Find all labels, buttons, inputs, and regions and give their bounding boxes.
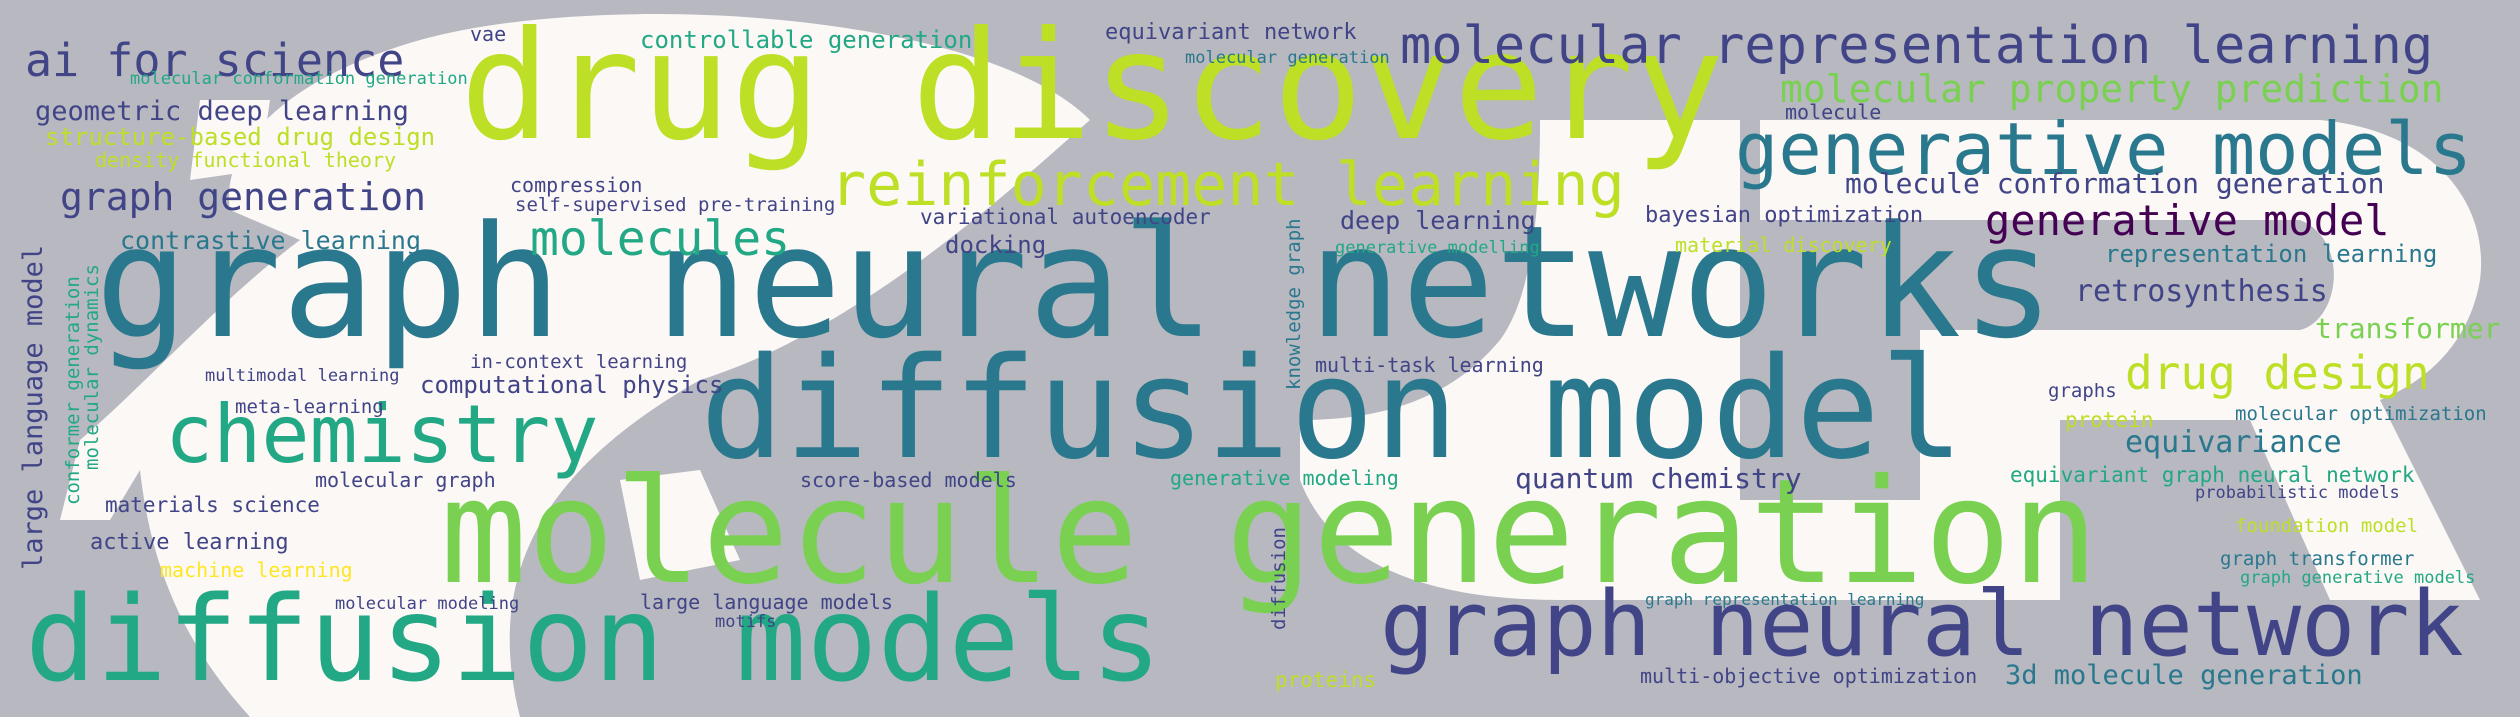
word-proteins: proteins [1275,668,1377,692]
word-retrosynthesis: retrosynthesis [2075,274,2328,309]
word-generative-modeling: generative modeling [1170,466,1399,490]
word-molecules: molecules [530,211,791,267]
word-graph-generative-models: graph generative models [2240,568,2476,588]
word-chemistry: chemistry [165,388,599,481]
word-reinforcement-learning: reinforcement learning [830,150,1625,220]
word-equivariant-graph-neural-network: equivariant graph neural network [2010,463,2415,487]
word-molecular-optimization: molecular optimization [2235,403,2487,425]
word-molecular-modeling: molecular modeling [335,594,520,614]
word-diffusion-models: diffusion models [25,570,1162,708]
word-quantum-chemistry: quantum chemistry [1515,462,1802,495]
word-molecule-generation: molecule generation [440,448,2099,617]
word-molecule-conformation-generation: molecule conformation generation [1845,167,2385,200]
word-generative-models: generative models [1735,107,2472,191]
word-generative-model: generative model [1985,196,2390,245]
word-multimodal-learning: multimodal learning [205,366,400,386]
white-logo-mask [60,14,2482,717]
word-diffusion-model: diffusion model [700,328,1965,491]
word-ai-for-science: ai for science [25,34,405,87]
word-molecular-graph: molecular graph [315,468,496,492]
word-material-discovery: material discovery [1675,233,1892,257]
word-foundation-model: foundation model [2235,515,2419,537]
word-probabilistic-models: probabilistic models [2195,483,2400,503]
word-knowledge-graph: knowledge graph [1283,218,1305,390]
word-graph-neural-networks: graph neural networks [95,192,2055,373]
word-drug-discovery: drug discovery [460,0,1725,174]
word-vae: vae [470,22,507,46]
word-molecular-generation: molecular generation [1185,48,1390,68]
word-multi-task-learning: multi-task learning [1315,353,1544,377]
word-transformer: transformer [2315,312,2501,345]
word-structure-based-drug-design: structure-based drug design [45,123,436,151]
word-meta-learning: meta-learning [235,396,384,418]
word-diffusion: diffusion [1268,527,1290,630]
word-compression: compression [510,173,643,197]
word-computational-physics: computational physics [420,371,724,399]
word-motifs: motifs [715,612,777,632]
word-docking: docking [945,231,1047,259]
word-graphs: graphs [2048,380,2117,402]
word-equivariant-network: equivariant network [1105,20,1357,45]
word-molecular-property-prediction: molecular property prediction [1780,67,2444,111]
word-graph-generation: graph generation [60,175,427,219]
word-molecular-dynamics: molecular dynamics [81,264,103,470]
word-variational-autoencoder: variational autoencoder [920,205,1211,229]
word-deep-learning: deep learning [1340,206,1536,235]
word-bayesian-optimization: bayesian optimization [1645,203,1924,228]
word-molecular-conformation-generation: molecular conformation generation [130,69,468,89]
word-active-learning: active learning [90,530,289,555]
word-multi-objective-optimization: multi-objective optimization [1640,664,1978,688]
word-generative-modelling: generative modelling [1335,238,1540,258]
word-molecule: molecule [1785,100,1882,124]
word-controllable-generation: controllable generation [640,26,973,54]
word-graph-representation-learning: graph representation learning [1645,590,1925,609]
word-materials-science: materials science [105,493,320,517]
word-equivariance: equivariance [2125,425,2342,460]
word-large-language-model: large language model [18,244,49,570]
word-protein: protein [2065,408,2154,432]
word-representation-learning: representation learning [2105,240,2438,268]
word-molecular-representation-learning: molecular representation learning [1400,16,2434,76]
word-machine-learning: machine learning [160,558,353,582]
word-contrastive-learning: contrastive learning [120,226,422,255]
word-graph-neural-network: graph neural network [1380,572,2464,677]
word-density-functional-theory: density functional theory [95,148,397,172]
word-large-language-models: large language models [640,590,893,614]
word-3d-molecule-generation: 3d molecule generation [2005,660,2363,691]
word-graph-transformer: graph transformer [2220,548,2415,570]
word-geometric-deep-learning: geometric deep learning [35,96,409,127]
word-score-based-models: score-based models [800,468,1017,492]
word-drug-design: drug design [2125,346,2430,400]
word-self-supervised-pre-training: self-supervised pre-training [515,194,836,216]
word-in-context-learning: in-context learning [470,351,688,373]
